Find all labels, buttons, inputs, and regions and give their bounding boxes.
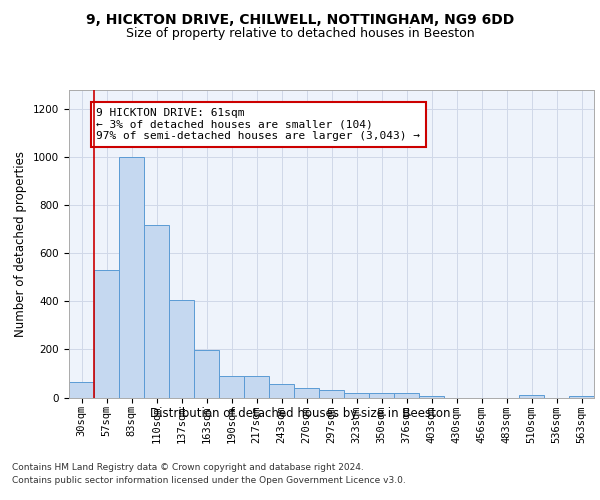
Bar xyxy=(169,300,194,398)
Text: Contains HM Land Registry data © Crown copyright and database right 2024.: Contains HM Land Registry data © Crown c… xyxy=(12,462,364,471)
Bar xyxy=(244,376,269,398)
Text: 9, HICKTON DRIVE, CHILWELL, NOTTINGHAM, NG9 6DD: 9, HICKTON DRIVE, CHILWELL, NOTTINGHAM, … xyxy=(86,12,514,26)
Bar xyxy=(394,394,419,398)
Bar xyxy=(294,388,319,398)
Bar xyxy=(219,376,244,398)
Bar xyxy=(119,158,144,398)
Bar xyxy=(419,396,444,398)
Text: 9 HICKTON DRIVE: 61sqm
← 3% of detached houses are smaller (104)
97% of semi-det: 9 HICKTON DRIVE: 61sqm ← 3% of detached … xyxy=(97,108,421,141)
Y-axis label: Number of detached properties: Number of detached properties xyxy=(14,151,28,337)
Bar xyxy=(194,350,219,398)
Bar xyxy=(519,394,544,398)
Bar xyxy=(144,224,169,398)
Bar xyxy=(69,382,94,398)
Text: Distribution of detached houses by size in Beeston: Distribution of detached houses by size … xyxy=(150,408,450,420)
Text: Contains public sector information licensed under the Open Government Licence v3: Contains public sector information licen… xyxy=(12,476,406,485)
Text: Size of property relative to detached houses in Beeston: Size of property relative to detached ho… xyxy=(125,28,475,40)
Bar xyxy=(369,392,394,398)
Bar xyxy=(344,394,369,398)
Bar xyxy=(319,390,344,398)
Bar xyxy=(569,396,594,398)
Bar xyxy=(269,384,294,398)
Bar xyxy=(94,270,119,398)
